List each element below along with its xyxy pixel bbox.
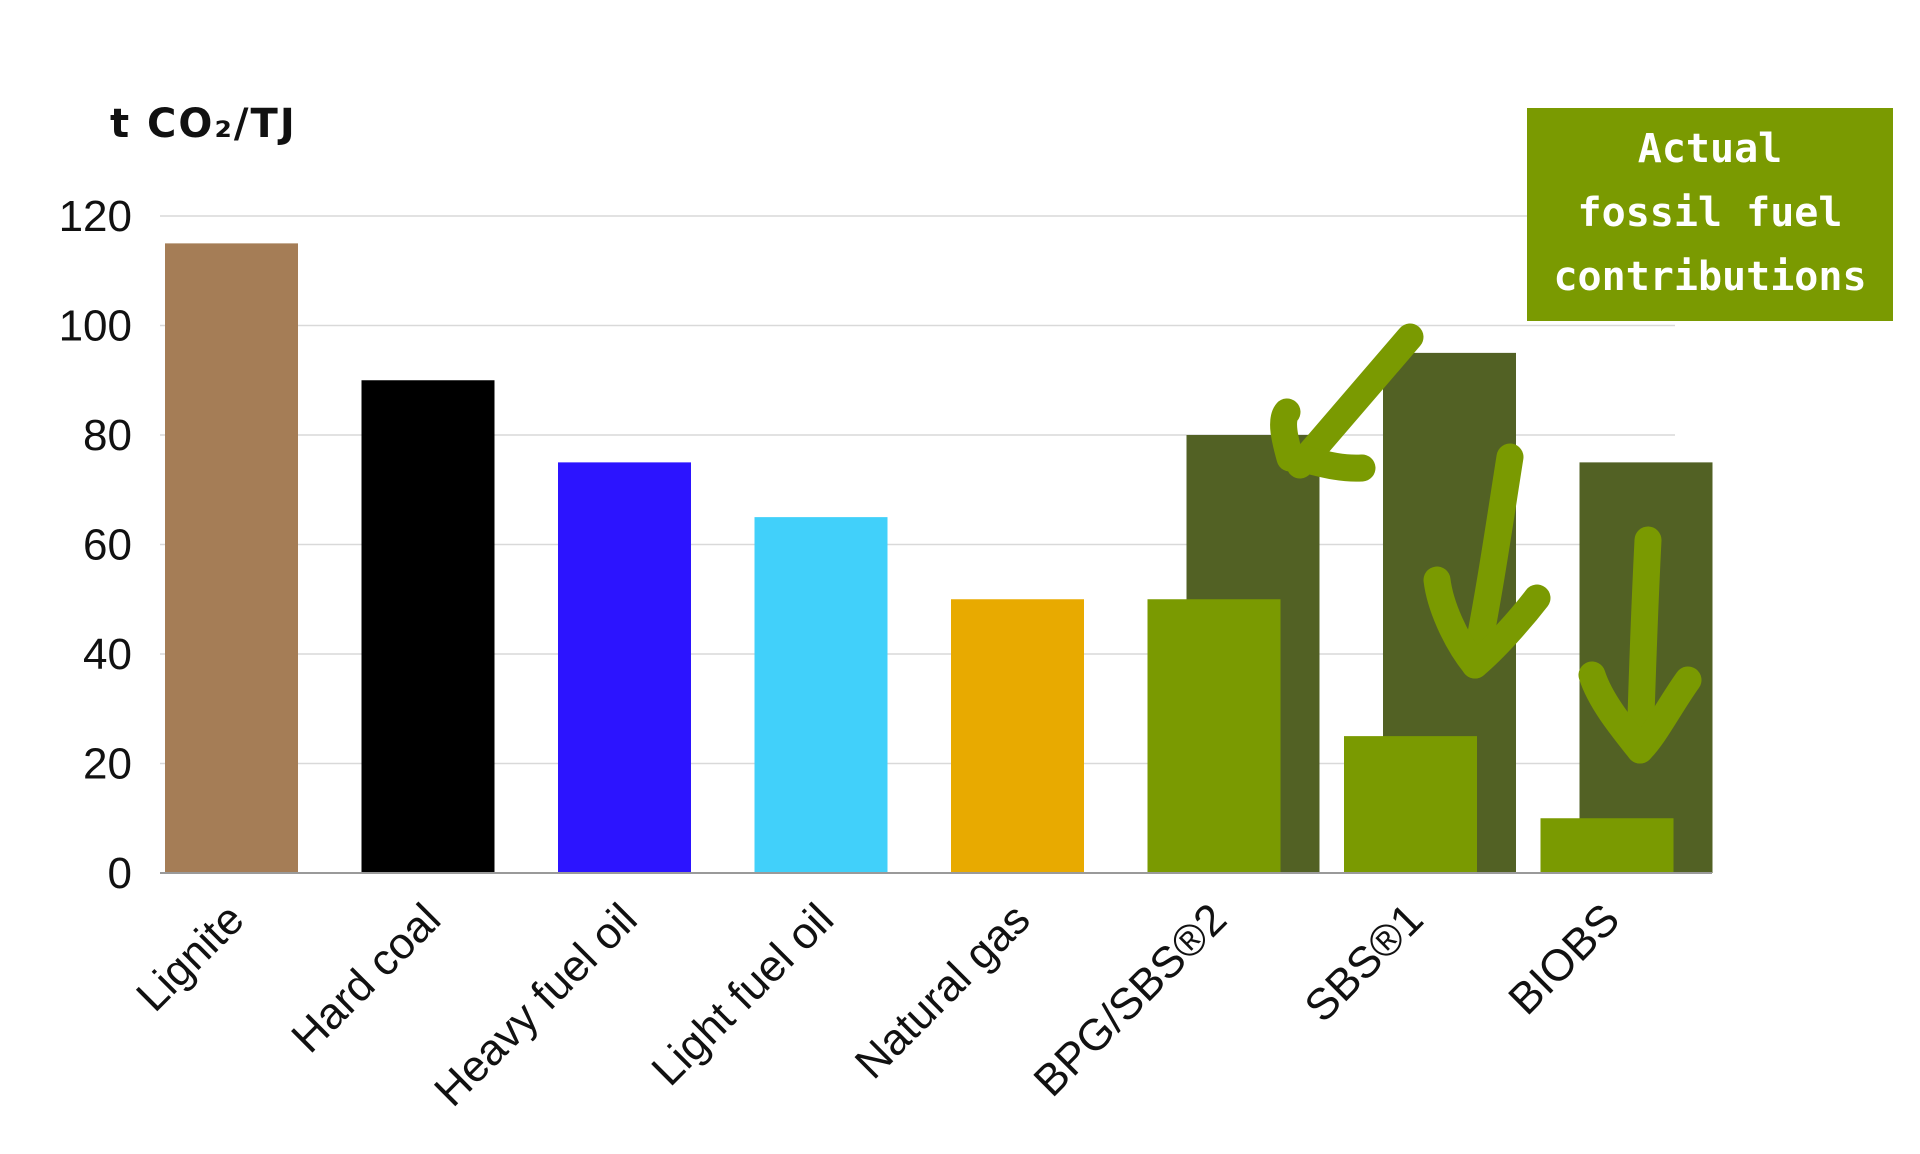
callout-line-2: fossil fuel xyxy=(1578,190,1843,236)
arrow-icon xyxy=(1270,398,1376,482)
y-tick-label: 100 xyxy=(59,302,132,351)
callout-box: Actual fossil fuel contributions xyxy=(1527,108,1893,321)
x-category-label: Lignite xyxy=(127,894,253,1020)
callout-line-1: Actual xyxy=(1638,126,1783,172)
x-category-label: Natural gas xyxy=(846,894,1040,1088)
x-category-label: BPG/SBS®2 xyxy=(1025,894,1236,1105)
y-tick-labels: 0 20 40 60 80 100 120 xyxy=(59,192,132,898)
bar xyxy=(1147,599,1281,873)
x-category-label: SBS®1 xyxy=(1295,894,1432,1031)
bar xyxy=(558,462,691,873)
x-category-label: Hard coal xyxy=(282,894,450,1062)
bar xyxy=(951,599,1084,873)
y-tick-label: 60 xyxy=(83,521,132,570)
bar xyxy=(754,517,888,873)
bar xyxy=(361,380,495,873)
y-axis-unit-label: t CO₂/TJ xyxy=(110,101,297,147)
x-category-label: Light fuel oil xyxy=(642,894,843,1095)
y-tick-label: 80 xyxy=(83,411,132,460)
arrow-icon xyxy=(1286,323,1424,479)
y-tick-label: 20 xyxy=(83,740,132,789)
y-tick-label: 0 xyxy=(108,849,132,898)
arrow-icon xyxy=(1626,526,1662,764)
arrow-icon xyxy=(1423,566,1551,679)
y-tick-label: 120 xyxy=(59,192,132,241)
bar xyxy=(1540,818,1674,873)
bar xyxy=(1344,736,1477,873)
y-tick-label: 40 xyxy=(83,630,132,679)
callout-background xyxy=(1527,108,1893,321)
arrow-icon xyxy=(1461,443,1524,679)
arrow-icon xyxy=(1578,661,1702,764)
bar xyxy=(165,243,298,873)
x-category-label: BIOBS xyxy=(1499,894,1629,1024)
callout-line-3: contributions xyxy=(1553,254,1866,300)
arrows xyxy=(1270,323,1702,764)
x-category-label: Heavy fuel oil xyxy=(425,894,646,1115)
bars xyxy=(165,243,1674,873)
